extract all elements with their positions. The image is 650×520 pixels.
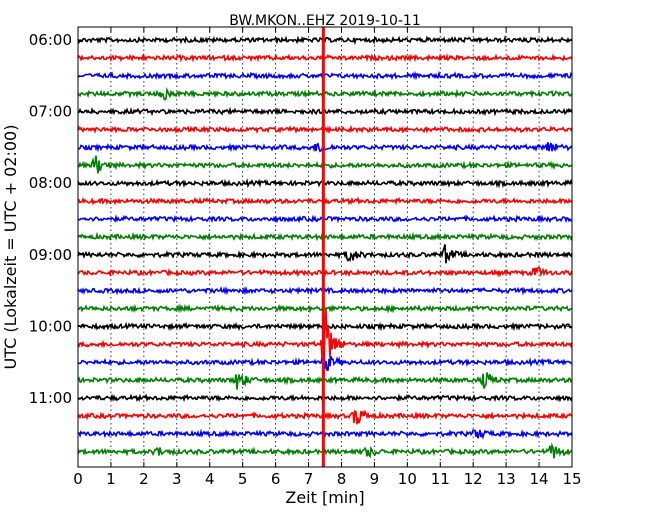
seismic-trace xyxy=(77,178,573,189)
seismic-trace xyxy=(77,303,572,314)
seismic-trace xyxy=(77,309,573,376)
x-tick-label: 5 xyxy=(238,470,248,488)
seismic-traces xyxy=(77,35,573,459)
seismic-trace xyxy=(77,196,573,206)
x-tick-label: 4 xyxy=(205,470,215,488)
x-tick-label: 11 xyxy=(431,470,450,488)
seismic-trace xyxy=(77,124,573,135)
seismic-trace xyxy=(78,142,573,153)
seismic-trace xyxy=(77,106,573,117)
y-tick-label: 08:00 xyxy=(29,174,72,192)
x-tick-label: 2 xyxy=(139,470,149,488)
plot-frame xyxy=(77,26,573,468)
seismic-trace xyxy=(77,214,573,224)
seismic-trace xyxy=(77,428,573,440)
y-tick-label: 11:00 xyxy=(29,389,72,407)
seismic-trace xyxy=(77,155,573,174)
seismic-trace xyxy=(77,35,573,46)
y-tick-label: 09:00 xyxy=(29,246,72,264)
x-tick-label: 8 xyxy=(337,470,347,488)
seismic-trace xyxy=(77,285,573,296)
x-tick-label: 0 xyxy=(73,470,83,488)
seismic-trace xyxy=(77,231,573,242)
x-tick-label: 1 xyxy=(106,470,116,488)
x-grid-lines xyxy=(110,27,540,467)
seismic-trace xyxy=(77,266,573,278)
chart-title: BW.MKON..EHZ 2019-10-11 xyxy=(229,13,420,29)
y-axis-ticks: 06:00 07:00 08:00 09:00 10:00 11:00 xyxy=(29,31,572,407)
seismic-trace xyxy=(77,70,573,81)
seismic-trace xyxy=(77,393,573,403)
x-tick-label: 12 xyxy=(464,470,483,488)
seismic-trace xyxy=(77,372,573,390)
y-axis-label: UTC (Lokalzeit = UTC + 02:00) xyxy=(1,125,20,370)
x-tick-label: 7 xyxy=(304,470,314,488)
x-tick-label: 15 xyxy=(562,470,581,488)
seismic-trace xyxy=(77,244,573,264)
x-tick-label: 9 xyxy=(370,470,380,488)
y-tick-label: 06:00 xyxy=(29,31,72,49)
seismic-trace xyxy=(77,86,573,102)
x-tick-label: 13 xyxy=(497,470,516,488)
seismic-trace xyxy=(77,52,573,63)
x-axis-ticks: 0 1 2 3 4 5 6 7 8 9 10 11 12 13 14 15 xyxy=(73,27,582,488)
x-axis-label: Zeit [min] xyxy=(285,488,364,507)
x-tick-label: 10 xyxy=(398,470,417,488)
seismic-trace xyxy=(77,442,573,459)
y-tick-label: 10:00 xyxy=(29,317,72,335)
seismic-trace xyxy=(77,409,573,425)
seismic-trace xyxy=(77,351,573,371)
y-tick-label: 07:00 xyxy=(29,103,72,121)
x-tick-label: 3 xyxy=(172,470,182,488)
x-tick-label: 6 xyxy=(271,470,281,488)
x-tick-label: 14 xyxy=(530,470,549,488)
